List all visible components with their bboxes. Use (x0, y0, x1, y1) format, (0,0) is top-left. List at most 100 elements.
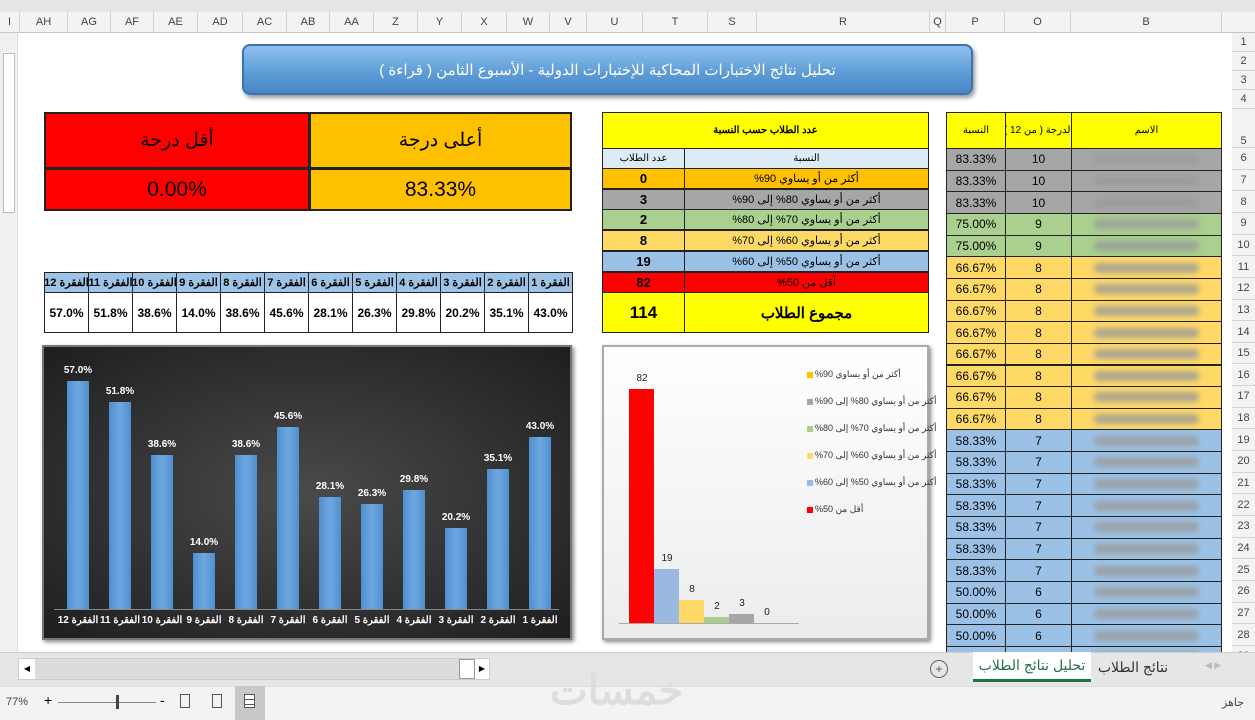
row-header[interactable]: 3 (1232, 71, 1255, 90)
column-header-b[interactable]: B (1071, 12, 1222, 33)
student-score[interactable]: 10 (1005, 148, 1072, 171)
student-name-cell[interactable] (1071, 148, 1222, 171)
student-name-cell[interactable] (1071, 364, 1222, 388)
student-percent[interactable]: 83.33% (946, 148, 1006, 171)
row-header[interactable]: 23 (1232, 516, 1255, 538)
student-percent[interactable]: 58.33% (946, 429, 1006, 453)
student-score[interactable]: 10 (1005, 191, 1072, 214)
row-header[interactable]: 9 (1232, 212, 1255, 235)
page-layout-view-icon[interactable] (212, 694, 222, 708)
student-name-cell[interactable] (1071, 299, 1222, 323)
student-name-cell[interactable] (1071, 472, 1222, 496)
row-header[interactable]: 16 (1232, 364, 1255, 387)
student-percent[interactable]: 75.00% (946, 234, 1006, 258)
column-header-x[interactable]: X (462, 12, 507, 33)
items-bar-chart[interactable]: 57.0% الفقرة 12 51.8% الفقرة 11 38.6% الفقرة … (42, 345, 572, 640)
row-header[interactable]: 25 (1232, 559, 1255, 581)
student-name-cell[interactable] (1071, 256, 1222, 279)
row-header[interactable]: 8 (1232, 191, 1255, 213)
student-score[interactable]: 8 (1005, 342, 1072, 366)
student-name-cell[interactable] (1071, 191, 1222, 214)
student-name-cell[interactable] (1071, 516, 1222, 539)
row-header[interactable]: 1 (1232, 33, 1255, 52)
row-header[interactable]: 12 (1232, 277, 1255, 300)
student-name-cell[interactable] (1071, 169, 1222, 193)
student-percent[interactable]: 58.33% (946, 559, 1006, 582)
student-percent[interactable]: 83.33% (946, 191, 1006, 214)
column-header-t[interactable]: T (643, 12, 708, 33)
student-score[interactable]: 8 (1005, 299, 1072, 323)
student-name-cell[interactable] (1071, 234, 1222, 258)
student-name-cell[interactable] (1071, 537, 1222, 561)
student-score[interactable]: 7 (1005, 516, 1072, 539)
horizontal-scrollbar[interactable]: ◀ ▶ (18, 658, 490, 680)
student-score[interactable]: 7 (1005, 537, 1072, 561)
student-name-cell[interactable] (1071, 581, 1222, 604)
add-sheet-icon[interactable]: + (930, 660, 948, 678)
student-score[interactable]: 6 (1005, 602, 1072, 626)
row-header[interactable]: 18 (1232, 407, 1255, 430)
distribution-bar-chart[interactable]: 82 19 8 2 3 0 أكثر من أو يساوي 90% أكثر من أو ي… (602, 345, 936, 640)
row-header[interactable]: 22 (1232, 494, 1255, 517)
student-percent[interactable]: 66.67% (946, 277, 1006, 301)
student-score[interactable]: 8 (1005, 407, 1072, 431)
student-name-cell[interactable] (1071, 451, 1222, 474)
student-score[interactable]: 7 (1005, 494, 1072, 518)
column-header-o[interactable]: O (1005, 12, 1071, 33)
student-percent[interactable]: 58.33% (946, 472, 1006, 496)
sheet-tab-results[interactable]: نتائج الطلاب (1097, 658, 1169, 675)
student-name-cell[interactable] (1071, 429, 1222, 453)
column-header-i[interactable]: I (0, 12, 20, 33)
normal-view-icon[interactable] (235, 686, 265, 720)
row-header[interactable]: 24 (1232, 537, 1255, 560)
column-header-p[interactable]: P (946, 12, 1005, 33)
student-percent[interactable]: 66.67% (946, 321, 1006, 344)
row-header[interactable]: 13 (1232, 299, 1255, 322)
student-name-cell[interactable] (1071, 212, 1222, 236)
column-header-r[interactable]: R (757, 12, 930, 33)
student-percent[interactable]: 58.33% (946, 494, 1006, 518)
student-percent[interactable]: 50.00% (946, 602, 1006, 626)
student-name-cell[interactable] (1071, 407, 1222, 431)
column-header-ae[interactable]: AE (154, 12, 198, 33)
column-header-af[interactable]: AF (111, 12, 154, 33)
row-header[interactable]: 4 (1232, 90, 1255, 109)
student-percent[interactable]: 58.33% (946, 516, 1006, 539)
row-header[interactable]: 10 (1232, 234, 1255, 257)
sheet-tab-analysis[interactable]: تحليل نتائج الطلاب (973, 652, 1091, 682)
student-score[interactable]: 6 (1005, 624, 1072, 647)
student-percent[interactable]: 66.67% (946, 256, 1006, 279)
row-header[interactable]: 27 (1232, 602, 1255, 625)
column-header-z[interactable]: Z (374, 12, 418, 33)
column-header-aa[interactable]: AA (330, 12, 374, 33)
column-header-w[interactable]: W (507, 12, 550, 33)
row-header[interactable]: 17 (1232, 386, 1255, 408)
row-header[interactable]: 7 (1232, 169, 1255, 192)
column-header-s[interactable]: S (708, 12, 757, 33)
student-score[interactable]: 8 (1005, 277, 1072, 301)
row-header[interactable]: 5 (1232, 109, 1255, 148)
column-header-u[interactable]: U (587, 12, 643, 33)
student-percent[interactable]: 75.00% (946, 212, 1006, 236)
student-score[interactable]: 7 (1005, 429, 1072, 453)
student-name-cell[interactable] (1071, 494, 1222, 518)
column-header-ag[interactable]: AG (68, 12, 111, 33)
hscroll-thumb[interactable] (459, 659, 475, 679)
student-name-cell[interactable] (1071, 624, 1222, 647)
zoom-level[interactable]: 77% (6, 696, 29, 708)
student-percent[interactable]: 50.00% (946, 624, 1006, 647)
student-name-cell[interactable] (1071, 321, 1222, 344)
page-break-view-icon[interactable] (180, 694, 190, 708)
student-percent[interactable]: 66.67% (946, 342, 1006, 366)
student-score[interactable]: 7 (1005, 472, 1072, 496)
student-percent[interactable]: 66.67% (946, 407, 1006, 431)
tab-nav-arrows[interactable]: ◀ ▶ (1205, 660, 1222, 670)
column-header-ab[interactable]: AB (287, 12, 330, 33)
student-score[interactable]: 7 (1005, 559, 1072, 582)
student-name-cell[interactable] (1071, 602, 1222, 626)
student-score[interactable]: 6 (1005, 581, 1072, 604)
scroll-right-arrow[interactable]: ▶ (475, 659, 489, 679)
student-score[interactable]: 8 (1005, 386, 1072, 409)
student-name-cell[interactable] (1071, 277, 1222, 301)
row-header[interactable]: 20 (1232, 451, 1255, 473)
